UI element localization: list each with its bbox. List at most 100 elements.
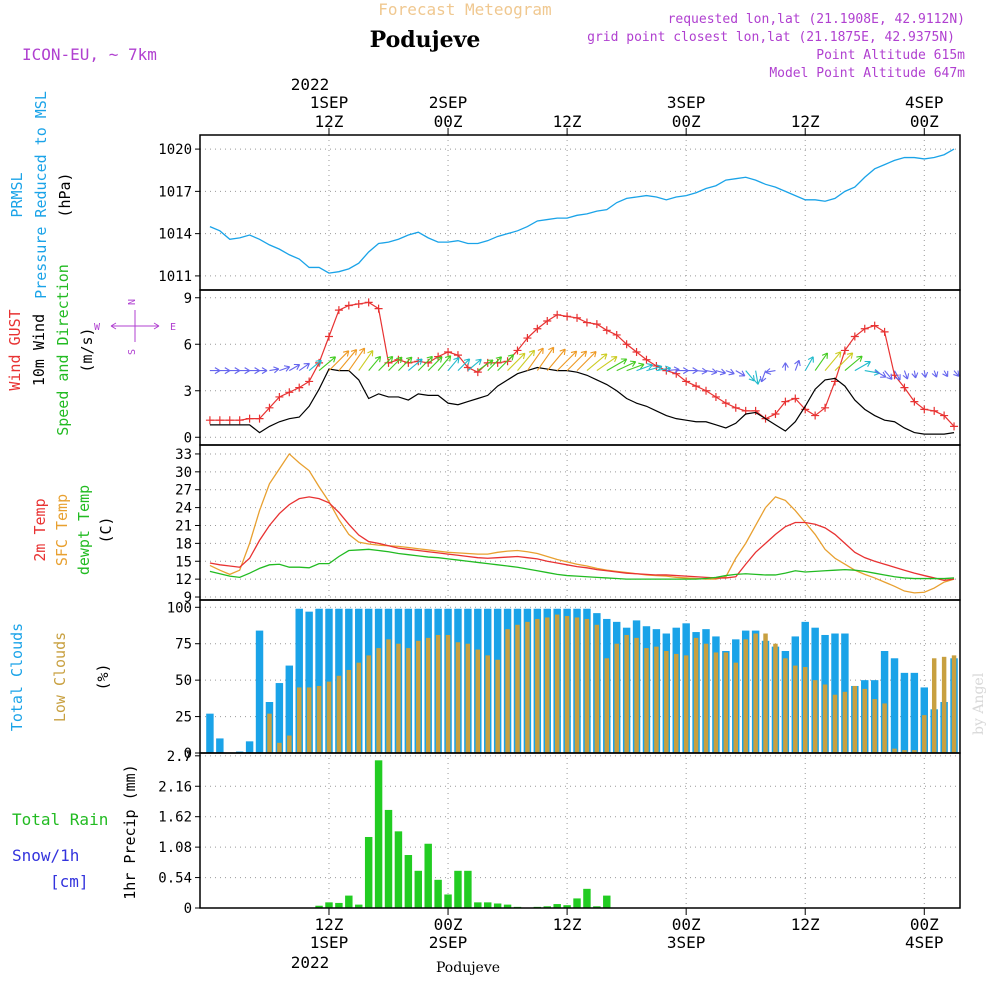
- precip-axis-label: 1hr Precip (mm): [121, 764, 139, 899]
- gust-marker: [285, 388, 294, 397]
- rain-bar: [394, 831, 403, 908]
- wind-direction-arrow: [636, 363, 653, 372]
- low-cloud-bar: [773, 643, 778, 753]
- snow-unit-label: [cm]: [50, 872, 89, 891]
- total-cloud-bar: [245, 741, 254, 753]
- low-cloud-bar: [912, 750, 917, 753]
- y-tick-label: 1020: [158, 142, 192, 158]
- wind-direction-arrow: [289, 363, 301, 372]
- rain-bar: [355, 904, 363, 908]
- wind-direction-arrow: [725, 368, 735, 376]
- gust-marker: [850, 332, 859, 341]
- wind-direction-arrow: [894, 370, 901, 381]
- x-hour-label-top: 00Z: [910, 112, 939, 131]
- gust-marker: [870, 321, 879, 330]
- low-cloud-bar: [783, 658, 788, 753]
- y-tick-label: 0.54: [158, 871, 192, 887]
- rain-bar: [553, 904, 561, 908]
- gust-marker: [582, 318, 591, 327]
- chart-title: Forecast Meteogram: [378, 0, 551, 19]
- low-cloud-bar: [852, 685, 858, 753]
- rain-bar: [454, 870, 462, 908]
- low-cloud-bar: [525, 621, 530, 753]
- gust-marker: [731, 403, 740, 412]
- low-cloud-bar: [614, 643, 619, 753]
- low-cloud-bar: [832, 694, 838, 753]
- wind-direction-arrow: [686, 367, 698, 375]
- rain-bar: [464, 870, 472, 908]
- wind-direction-arrow: [507, 352, 526, 371]
- x-hour-label-top: 00Z: [672, 112, 701, 131]
- wind-direction-arrow: [626, 362, 645, 372]
- x-hour-label-bottom: 12Z: [791, 915, 820, 934]
- wind-direction-arrow: [447, 357, 460, 371]
- gust-marker: [592, 320, 601, 329]
- gust-marker: [900, 383, 909, 392]
- gust-marker: [840, 346, 849, 355]
- wind-direction-arrow: [526, 347, 544, 371]
- compass-west: W: [94, 322, 101, 333]
- gust-marker: [513, 346, 522, 355]
- rain-bar: [384, 809, 393, 908]
- panel-axis-label: (m/s): [78, 327, 96, 372]
- wind-direction-arrow: [437, 355, 452, 371]
- low-cloud-bar: [703, 643, 709, 753]
- gust-marker: [940, 411, 949, 420]
- wind-direction-arrow: [338, 349, 358, 371]
- low-cloud-bar: [654, 646, 659, 753]
- y-tick-label: 1017: [158, 184, 192, 200]
- gust-marker: [205, 416, 214, 425]
- gust-marker: [821, 403, 830, 412]
- y-tick-label: 1014: [158, 227, 192, 243]
- gust-line: [209, 301, 955, 427]
- low-cloud-bar: [872, 699, 877, 753]
- gust-marker: [473, 368, 482, 377]
- low-cloud-bar: [743, 639, 748, 753]
- y-tick-label: 1.08: [158, 840, 192, 856]
- wind-direction-arrow: [814, 352, 829, 371]
- total-cloud-bar: [295, 608, 303, 753]
- low-cloud-bar: [356, 662, 361, 753]
- low-cloud-bar: [326, 681, 332, 753]
- low-cloud-bar: [425, 637, 431, 753]
- rain-bar: [493, 903, 502, 908]
- total-cloud-bar: [275, 683, 284, 753]
- gust-marker: [324, 332, 333, 341]
- low-cloud-bar: [802, 667, 808, 753]
- low-cloud-bar: [535, 618, 540, 753]
- low-cloud-bar: [644, 648, 649, 753]
- wind-direction-arrow: [318, 356, 337, 372]
- wind-direction-arrow: [358, 350, 374, 371]
- gust-marker: [920, 405, 929, 414]
- wind-direction-arrow: [902, 370, 910, 380]
- rain-bar: [484, 902, 492, 908]
- compass-north: N: [127, 299, 138, 305]
- wind-direction-arrow: [249, 367, 260, 375]
- low-cloud-bar: [485, 655, 490, 753]
- low-cloud-bar: [445, 634, 451, 753]
- low-cloud-bar: [336, 675, 342, 753]
- gust-marker: [721, 399, 730, 408]
- gust-marker: [950, 422, 959, 431]
- gust-marker: [364, 298, 373, 307]
- wind-direction-arrow: [735, 370, 746, 377]
- gust-marker: [860, 324, 869, 333]
- wind-direction-arrow: [517, 349, 536, 371]
- wind-direction-arrow: [616, 360, 637, 372]
- gust-marker: [295, 383, 304, 392]
- wind-direction-arrow: [606, 358, 628, 372]
- wind-direction-arrow: [911, 370, 919, 379]
- gust-marker: [692, 382, 701, 391]
- rain-bar: [315, 905, 323, 908]
- wind-direction-arrow: [328, 350, 350, 371]
- low-cloud-bar: [386, 639, 391, 753]
- wind-direction-arrow: [457, 358, 471, 371]
- gust-marker: [771, 410, 780, 418]
- panel-frame: [199, 752, 961, 909]
- wind-direction-arrow: [854, 360, 871, 372]
- y-tick-label: 0: [184, 901, 192, 917]
- gust-marker: [880, 327, 889, 336]
- x-hour-label-bottom: 00Z: [434, 915, 463, 934]
- x-hour-label-top: 12Z: [315, 112, 344, 131]
- wind-direction-arrow: [279, 365, 291, 372]
